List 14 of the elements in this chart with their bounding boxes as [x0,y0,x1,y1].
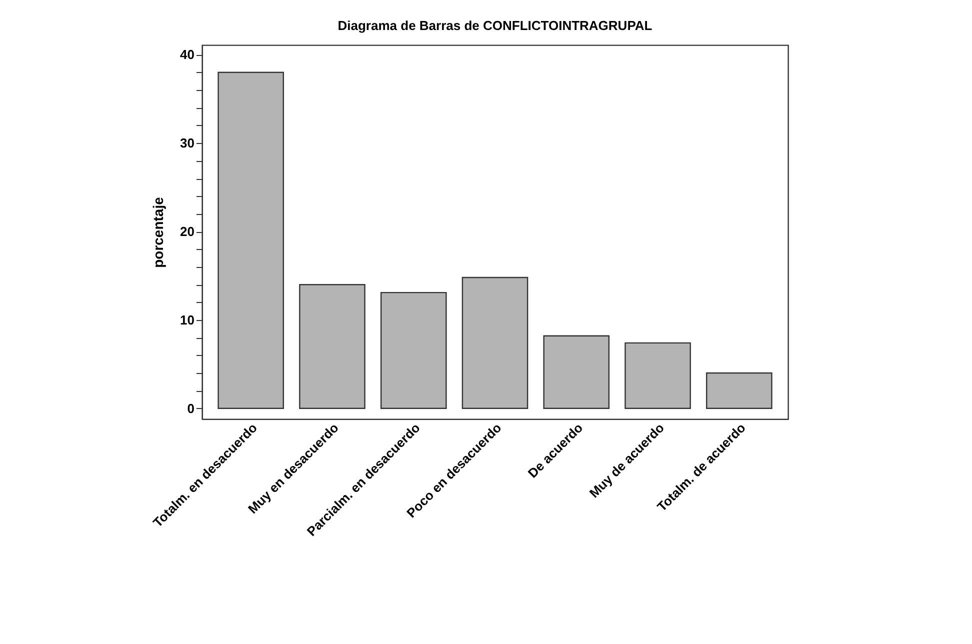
bar [624,342,691,409]
bar [706,372,772,409]
bar [380,292,447,409]
bar [462,276,528,409]
y-tick-label: 30 [180,136,194,151]
chart-title: Diagrama de Barras de CONFLICTOINTRAGRUPAL [338,18,652,33]
y-tick-label: 40 [180,47,194,62]
y-tick-label: 0 [187,400,194,416]
bar [299,284,366,409]
y-axis-title: porcentaje [150,196,166,268]
bar [218,72,284,409]
bar [543,335,610,409]
y-tick-label: 20 [180,224,194,240]
y-tick-label: 10 [180,312,194,328]
